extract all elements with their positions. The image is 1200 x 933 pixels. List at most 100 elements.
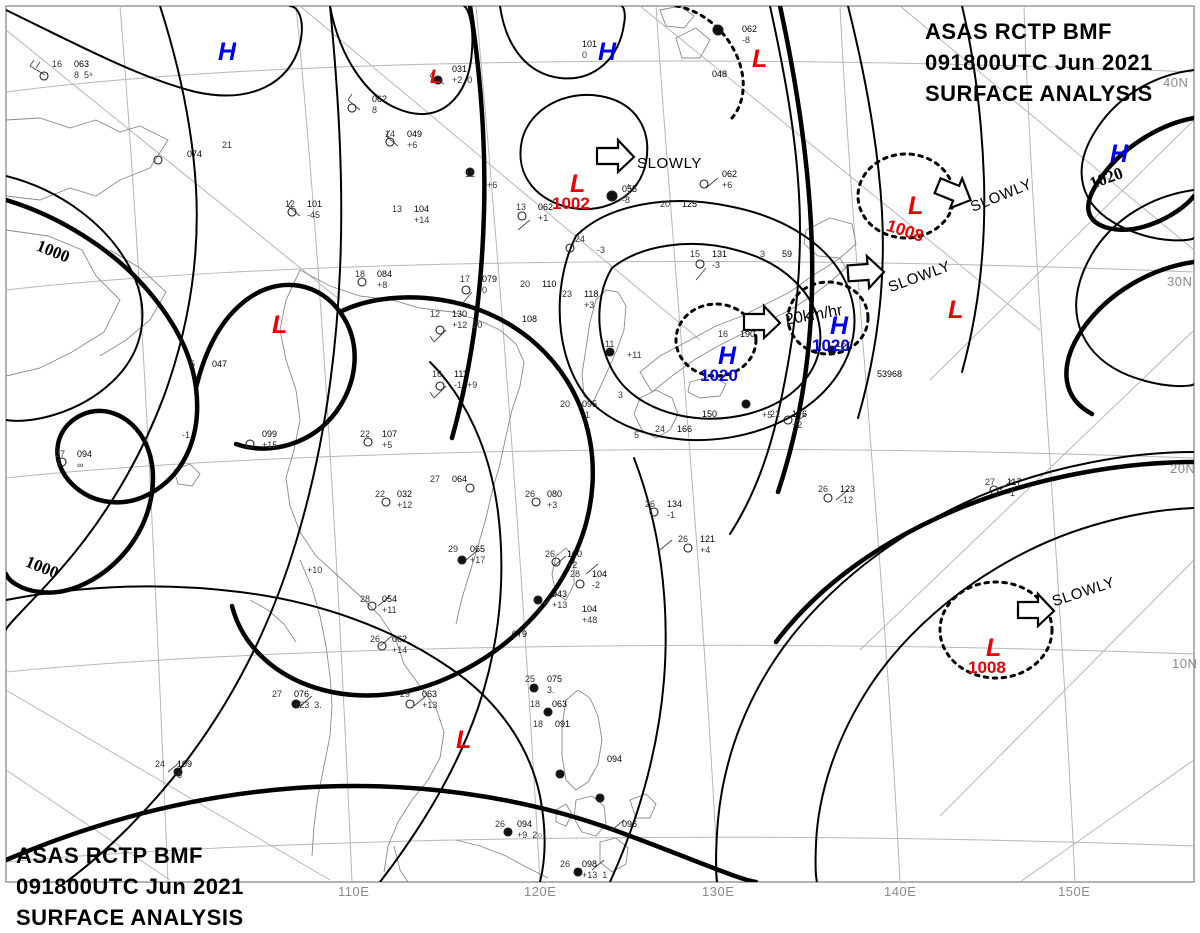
motion-arrow-low-1008-south xyxy=(1016,591,1056,629)
high-1020-east-circle xyxy=(786,280,870,356)
station-pressure-46: 121 xyxy=(700,534,716,544)
station-pressure-30: 176 xyxy=(792,409,808,419)
station-temp-30: 21 xyxy=(770,409,781,419)
station-pressure-11: 084 xyxy=(377,269,393,279)
header-line-2: 091800UTC Jun 2021 xyxy=(925,50,1153,75)
station-tendency-0: 8 5⁹ xyxy=(74,70,93,80)
header-title-block: ASAS RCTP BMF 091800UTC Jun 2021 SURFACE… xyxy=(925,16,1153,109)
station-pressure-47: 123 xyxy=(840,484,856,494)
station-pressure-28: 150 xyxy=(702,409,718,419)
low-marker-3[interactable]: L xyxy=(752,45,768,73)
station-temp-62: 27 xyxy=(272,689,283,699)
station-pressure-67: 098 xyxy=(582,859,598,869)
station-pressure-13: 108 xyxy=(522,314,538,324)
station-tendency-29: +5 xyxy=(762,410,773,420)
station-temp-10: 17 xyxy=(460,274,471,284)
station-pressure-36: 101 xyxy=(582,39,598,49)
dashed-center-circles xyxy=(674,6,1054,680)
low-marker-1[interactable]: L xyxy=(430,67,442,88)
station-tendency-4: 8 xyxy=(372,105,378,115)
station-tendency-5: +6 xyxy=(407,140,418,150)
high-1020-marker-8[interactable]: H xyxy=(718,342,737,370)
station-tendency-22: 5 xyxy=(634,430,640,440)
station-temp-31: 16 xyxy=(718,329,729,339)
high-marker-2[interactable]: H xyxy=(598,38,617,66)
lon-label-130E: 130E xyxy=(702,884,735,899)
station-tendency-54: +10 xyxy=(307,565,323,575)
station-pressure-6: 104 xyxy=(414,204,430,214)
station-pressure-34: 062 xyxy=(742,24,758,34)
station-tendency-44: +3 xyxy=(547,500,558,510)
station-tendency-11: +8 xyxy=(377,280,388,290)
station-tendency-14: +1 xyxy=(538,213,549,223)
station-tendency-48: -1 xyxy=(1007,488,1016,498)
station-temp-50: 26 xyxy=(545,549,556,559)
station-temp-58: 25 xyxy=(525,674,536,684)
station-pressure-64: 094 xyxy=(607,754,623,764)
high-1020-value-9: 1020 xyxy=(812,336,850,355)
station-pressure-3: 101 xyxy=(307,199,323,209)
isobars-bold xyxy=(6,6,1194,882)
station-pressure-8: 111 xyxy=(454,369,468,379)
station-tendency-26: +6 xyxy=(722,180,733,190)
footer-line-3: SURFACE ANALYSIS xyxy=(16,905,244,930)
station-pressure-38: 047 xyxy=(212,359,228,369)
station-pressure-48: 117 xyxy=(1007,477,1022,487)
station-pressure-55: 054 xyxy=(382,594,398,604)
station-tendency-10: 0 xyxy=(482,285,488,295)
low-1008-marker-12[interactable]: L xyxy=(986,634,1002,662)
station-temp-44: 26 xyxy=(525,489,536,499)
station-temp-41: 22 xyxy=(360,429,371,439)
station-tendency-52: +13 xyxy=(552,600,568,610)
station-pressure-25: 131 xyxy=(712,249,728,259)
station-pressure-60: 091 xyxy=(555,719,571,729)
station-temp-3: 12 xyxy=(285,199,296,209)
low-marker-11[interactable]: L xyxy=(456,726,472,754)
station-temp-5: 14 xyxy=(385,129,396,139)
station-tendency-56: +14 xyxy=(392,645,408,655)
station-temp-49: 29 xyxy=(448,544,459,554)
station-tendency-61: +13 xyxy=(422,700,438,710)
header-line-1: ASAS RCTP BMF xyxy=(925,19,1112,44)
station-temp-66: 26 xyxy=(495,819,506,829)
station-pressure-0: 063 xyxy=(74,59,90,69)
station-pressure-58: 075 xyxy=(547,674,563,684)
low-marker-7[interactable]: L xyxy=(272,311,288,339)
station-pressure-65: 096 xyxy=(622,819,638,829)
high-marker-0[interactable]: H xyxy=(218,38,237,66)
low-1008-south-circle xyxy=(938,580,1054,680)
high-marker-4[interactable]: H xyxy=(1110,140,1129,168)
station-temp-11: 18 xyxy=(355,269,366,279)
station-tendency-53: +48 xyxy=(582,615,598,625)
station-pressure-1: 074 xyxy=(187,149,203,159)
low-1008-marker-6[interactable]: L xyxy=(908,192,924,220)
station-temp-42: 27 xyxy=(430,474,441,484)
station-pressure-57: 079 xyxy=(512,629,528,639)
lon-label-140E: 140E xyxy=(884,884,917,899)
station-temp-32: 16 xyxy=(836,339,847,349)
station-tendency-9: +2 0 xyxy=(452,75,473,85)
station-tendency-37: ∞ xyxy=(77,460,84,470)
lon-label-120E: 120E xyxy=(524,884,557,899)
station-tendency-18: -1 xyxy=(582,410,591,420)
low-marker-10[interactable]: L xyxy=(948,296,964,324)
station-tendency-30: +2 xyxy=(792,420,803,430)
high-1020-marker-9[interactable]: H xyxy=(830,312,849,340)
motion-arrow-high-1020-west xyxy=(742,303,782,341)
station-pressure-44: 080 xyxy=(547,489,563,499)
motion-arrow-low-1002 xyxy=(595,137,636,175)
station-tendency-21: 3 xyxy=(618,390,624,400)
station-pressure-53: 104 xyxy=(582,604,598,614)
station-pressure-26: 062 xyxy=(722,169,738,179)
station-tendency-25: -3 xyxy=(712,260,721,270)
station-pressure-37: 094 xyxy=(77,449,93,459)
station-pressure-19: 055 xyxy=(622,184,638,194)
station-temp-37: 27 xyxy=(55,449,66,459)
station-temp-14: 13 xyxy=(516,202,527,212)
station-tendency-39: -1 xyxy=(182,430,191,440)
station-pressure-52: 043 xyxy=(552,589,568,599)
station-tendency-47: -12 xyxy=(840,495,854,505)
low-1002-marker-5[interactable]: L xyxy=(570,170,586,198)
station-temp-7: 12 xyxy=(430,309,441,319)
